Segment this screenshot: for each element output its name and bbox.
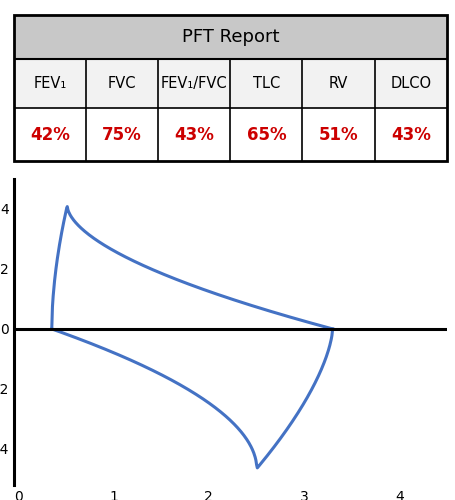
Text: 65%: 65% xyxy=(246,126,286,144)
Text: 43%: 43% xyxy=(174,126,214,144)
Text: RV: RV xyxy=(328,76,348,91)
Text: 51%: 51% xyxy=(318,126,358,144)
Text: 75%: 75% xyxy=(102,126,142,144)
Bar xyxy=(14,108,446,161)
Text: PFT Report: PFT Report xyxy=(181,28,278,46)
Text: 43%: 43% xyxy=(390,126,430,144)
Text: 42%: 42% xyxy=(30,126,70,144)
Text: FEV₁: FEV₁ xyxy=(33,76,66,91)
Text: DLCO: DLCO xyxy=(389,76,430,91)
Bar xyxy=(14,15,446,59)
Text: FVC: FVC xyxy=(107,76,136,91)
Text: TLC: TLC xyxy=(252,76,279,91)
Bar xyxy=(14,58,446,108)
Text: FEV₁/FVC: FEV₁/FVC xyxy=(161,76,227,91)
